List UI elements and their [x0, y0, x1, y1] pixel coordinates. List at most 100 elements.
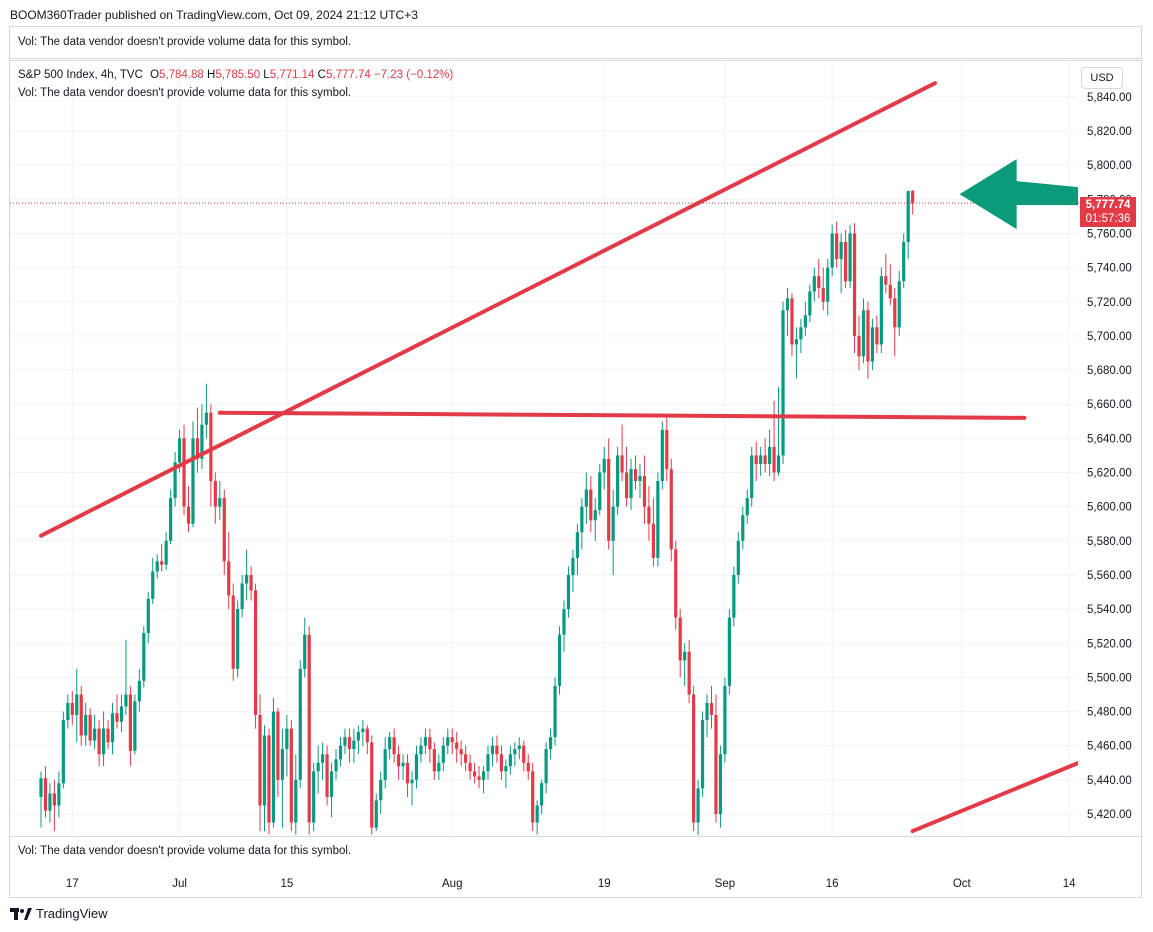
candle-body[interactable] — [124, 694, 128, 707]
candle-body[interactable] — [160, 561, 164, 565]
candle-body[interactable] — [696, 788, 700, 823]
candle-body[interactable] — [683, 651, 687, 661]
candle-body[interactable] — [164, 540, 168, 565]
candle-body[interactable] — [204, 412, 208, 425]
candle-body[interactable] — [517, 745, 521, 750]
candle-body[interactable] — [607, 458, 611, 541]
candle-body[interactable] — [821, 288, 825, 302]
candle-body[interactable] — [218, 498, 222, 507]
candle-body[interactable] — [803, 315, 807, 328]
candle-body[interactable] — [383, 749, 387, 780]
candle-body[interactable] — [227, 561, 231, 596]
candle-body[interactable] — [548, 737, 553, 750]
candle-body[interactable] — [75, 694, 79, 715]
candle-body[interactable] — [338, 745, 343, 760]
candle-body[interactable] — [750, 455, 754, 499]
candle-body[interactable] — [624, 472, 629, 499]
candle-body[interactable] — [48, 793, 52, 811]
candle-body[interactable] — [200, 424, 204, 459]
candle-body[interactable] — [575, 532, 579, 558]
candle-body[interactable] — [781, 310, 785, 456]
candle-body[interactable] — [835, 233, 839, 260]
candle-body[interactable] — [772, 446, 776, 473]
candle-body[interactable] — [43, 778, 48, 811]
candle-body[interactable] — [240, 583, 244, 610]
candle-body[interactable] — [209, 412, 213, 482]
candle-body[interactable] — [633, 469, 638, 482]
candle-body[interactable] — [785, 298, 790, 311]
candle-body[interactable] — [490, 745, 495, 755]
candle-body[interactable] — [303, 634, 307, 669]
candle-body[interactable] — [830, 233, 834, 268]
candle-body[interactable] — [580, 506, 584, 533]
arrow-annotation[interactable] — [959, 159, 1078, 230]
candle-body[interactable] — [365, 728, 369, 743]
candle-body[interactable] — [334, 759, 338, 772]
candle-body[interactable] — [361, 728, 365, 733]
candle-body[interactable] — [544, 749, 548, 784]
candle-body[interactable] — [432, 749, 436, 772]
candle-body[interactable] — [745, 498, 749, 516]
candle-body[interactable] — [271, 711, 276, 823]
candle-body[interactable] — [106, 728, 110, 743]
candle-body[interactable] — [700, 720, 705, 789]
candle-body[interactable] — [307, 634, 311, 823]
candle-body[interactable] — [486, 754, 490, 772]
candle-body[interactable] — [705, 703, 709, 721]
candle-body[interactable] — [347, 737, 352, 750]
candle-body[interactable] — [88, 714, 92, 741]
candle-body[interactable] — [535, 805, 539, 823]
candle-body[interactable] — [727, 617, 731, 686]
candle-body[interactable] — [294, 779, 298, 823]
candle-body[interactable] — [589, 489, 593, 521]
candle-body[interactable] — [428, 737, 432, 750]
candle-body[interactable] — [598, 472, 602, 511]
candle-body[interactable] — [660, 429, 664, 482]
candle-body[interactable] — [513, 749, 517, 755]
candle-body[interactable] — [285, 728, 289, 750]
candle-body[interactable] — [611, 506, 615, 541]
candle-body[interactable] — [253, 590, 258, 715]
candle-body[interactable] — [902, 241, 906, 282]
candle-body[interactable] — [763, 455, 767, 464]
candle-body[interactable] — [741, 515, 745, 541]
candle-body[interactable] — [379, 779, 383, 801]
candle-body[interactable] — [897, 281, 901, 328]
candle-body[interactable] — [191, 438, 195, 524]
candle-body[interactable] — [115, 713, 119, 722]
candle-body[interactable] — [768, 446, 772, 464]
candle-body[interactable] — [759, 455, 763, 464]
candle-body[interactable] — [101, 728, 106, 755]
trendline[interactable] — [39, 81, 937, 538]
candle-body[interactable] — [647, 506, 651, 524]
candle-body[interactable] — [414, 754, 419, 780]
candle-body[interactable] — [844, 241, 848, 282]
candle-body[interactable] — [714, 714, 718, 814]
candle-body[interactable] — [110, 713, 115, 743]
candle-body[interactable] — [866, 310, 870, 362]
candle-body[interactable] — [329, 771, 334, 797]
candle-body[interactable] — [258, 714, 262, 806]
candle-body[interactable] — [709, 703, 714, 715]
candle-body[interactable] — [70, 703, 74, 715]
candle-body[interactable] — [477, 776, 481, 780]
candle-body[interactable] — [392, 737, 396, 755]
candle-body[interactable] — [146, 598, 150, 634]
candle-body[interactable] — [61, 720, 65, 784]
candle-body[interactable] — [665, 429, 669, 470]
candle-body[interactable] — [678, 617, 682, 661]
candle-body[interactable] — [343, 737, 347, 746]
candle-body[interactable] — [602, 458, 606, 473]
candle-body[interactable] — [794, 339, 799, 345]
candle-body[interactable] — [736, 540, 740, 575]
candle-body[interactable] — [906, 190, 910, 242]
candle-body[interactable] — [222, 498, 226, 562]
tradingview-logo[interactable]: TradingView — [10, 906, 108, 921]
candle-body[interactable] — [446, 737, 450, 746]
candle-body[interactable] — [84, 714, 88, 736]
candle-body[interactable] — [280, 749, 284, 780]
candle-body[interactable] — [39, 778, 43, 797]
candle-body[interactable] — [790, 298, 794, 345]
candle-body[interactable] — [419, 745, 423, 755]
